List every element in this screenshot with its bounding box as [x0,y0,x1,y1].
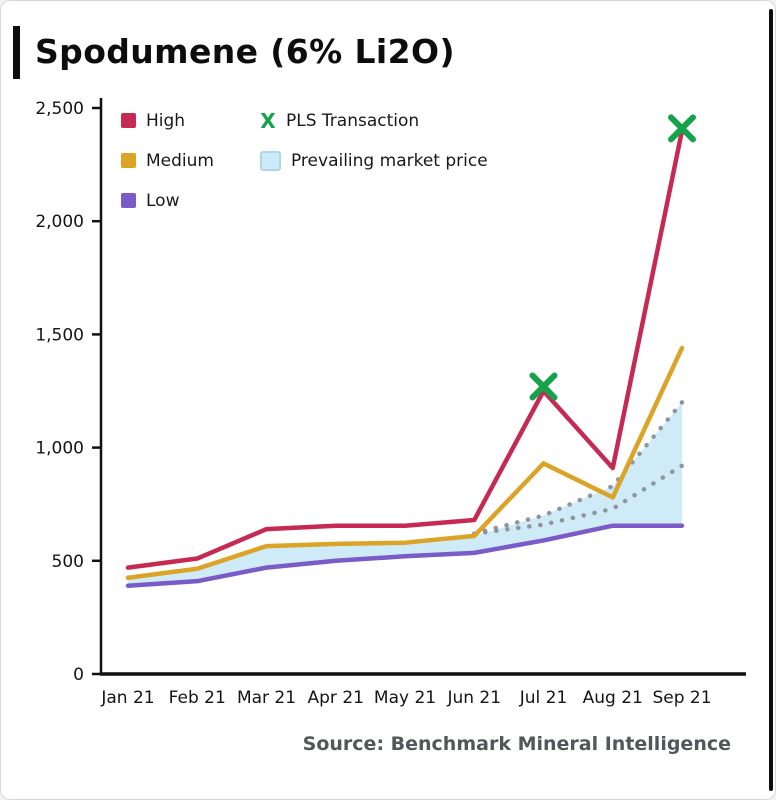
legend-label-prevailing-market-price: Prevailing market price [290,150,488,171]
x-tick-label: Jun 21 [446,688,501,708]
legend: High Medium Low X PLS Transaction Prevai… [121,107,488,227]
x-tick-label: Sep 21 [652,688,711,708]
x-tick-label: Jan 21 [100,688,154,708]
series-line-high [125,128,685,570]
medium-swatch-icon [121,153,136,168]
x-tick-label: Aug 21 [583,688,643,708]
x-tick-label: Mar 21 [237,688,296,708]
legend-item-medium: Medium [121,147,214,174]
y-tick-label: 500 [52,552,84,572]
legend-label-pls-transaction: PLS Transaction [285,110,420,131]
series-line-low [125,523,685,588]
x-tick-label: Feb 21 [169,688,226,708]
legend-item-low: Low [121,187,214,214]
source-attribution: Source: Benchmark Mineral Intelligence [302,733,731,755]
pls-transaction-marker [529,372,558,401]
x-tick-label: Apr 21 [308,688,364,708]
x-marker-icon: X [260,108,276,133]
pls-transaction-marker [668,114,696,143]
legend-item-high: High [121,107,214,134]
legend-item-pls-transaction: X PLS Transaction [260,107,488,134]
legend-label-medium: Medium [146,150,214,171]
legend-label-low: Low [146,190,180,211]
y-tick-label: 0 [73,665,84,685]
price-chart: 0 500 1,000 1,500 2,000 2,500 Jan 21 Feb 21 Mar … [35,98,746,708]
low-swatch-icon [121,193,136,208]
y-tick-label: 1,500 [35,325,84,345]
y-tick-label: 2,000 [35,212,84,232]
legend-label-high: High [146,110,186,131]
dotted-forecast-lower [472,463,685,536]
page-title: Spodumene (6% Li2O) [35,32,455,71]
legend-column-annotations: X PLS Transaction Prevailing market pric… [259,107,488,227]
right-border-rule [769,9,773,791]
high-swatch-icon [121,113,136,128]
x-marker-stroke [668,114,696,143]
dotted-forecast-upper [472,400,685,536]
y-tick-label: 1,000 [35,439,84,459]
series-line-medium [125,345,685,581]
legend-item-prevailing-market-price: Prevailing market price [259,147,488,174]
x-tick-label: Jul 21 [519,688,568,708]
y-tick-label: 2,500 [35,99,84,119]
band-swatch-icon [259,150,281,171]
x-marker-stroke [529,372,558,401]
title-accent-bar [13,26,20,79]
x-tick-label: May 21 [374,688,436,708]
legend-column-series: High Medium Low [121,107,214,227]
